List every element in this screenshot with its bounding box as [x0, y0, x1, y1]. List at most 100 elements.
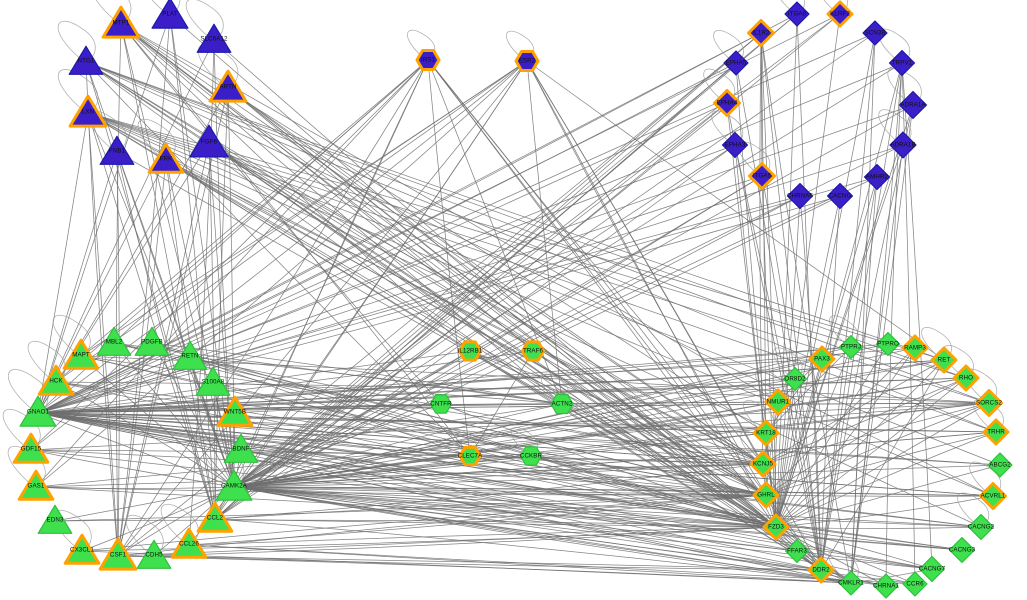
graph-node-clec7a[interactable] [458, 445, 482, 467]
edge [35, 486, 777, 528]
graph-node-cacng3[interactable] [948, 536, 976, 564]
graph-node-camk2a[interactable] [215, 469, 253, 501]
graph-node-gas1[interactable] [17, 469, 55, 501]
graph-node-ghrl[interactable] [752, 481, 780, 509]
graph-node-slc6a12[interactable] [196, 23, 232, 53]
graph-node-frk[interactable] [147, 142, 185, 174]
graph-node-rho[interactable] [952, 364, 980, 392]
graph-node-retn[interactable] [172, 340, 208, 370]
graph-node-irs1[interactable] [415, 48, 441, 72]
graph-node-ntg1[interactable] [68, 45, 104, 75]
edge [85, 61, 994, 497]
edge [775, 526, 933, 570]
edge [233, 486, 767, 496]
graph-node-chrna5[interactable] [786, 182, 814, 210]
graph-node-hck[interactable] [37, 364, 75, 396]
edge [37, 14, 171, 414]
edge [233, 402, 990, 488]
graph-node-epha4[interactable] [713, 89, 741, 117]
graph-node-ptprj[interactable] [838, 334, 864, 360]
edge [81, 486, 235, 552]
edge [80, 59, 429, 357]
graph-node-traf6[interactable] [521, 340, 545, 362]
graph-node-ccr6[interactable] [902, 571, 928, 597]
edge [37, 377, 967, 414]
graph-node-mtp1[interactable] [101, 5, 141, 39]
graph-node-cckbr[interactable] [519, 446, 543, 466]
edge [233, 401, 779, 488]
graph-node-bdnf[interactable] [223, 433, 259, 463]
graph-node-ccl2[interactable] [196, 501, 234, 533]
graph-node-il12rb1[interactable] [458, 340, 482, 362]
graph-node-klrf2[interactable] [826, 0, 854, 28]
edge [85, 61, 945, 361]
graph-node-csf1[interactable] [98, 537, 138, 571]
graph-node-nmur1[interactable] [764, 388, 792, 416]
edge [37, 412, 887, 587]
graph-node-ptpro[interactable] [875, 331, 901, 357]
edge [775, 32, 876, 528]
edge [188, 544, 852, 584]
edge [87, 112, 997, 433]
graph-node-cntfr[interactable] [429, 394, 453, 414]
graph-node-gnao1[interactable] [19, 395, 57, 427]
graph-node-acvrl1[interactable] [979, 482, 1007, 510]
graph-node-lxn[interactable] [68, 94, 108, 128]
graph-node-s100a8[interactable] [195, 366, 231, 396]
graph-node-wnt5b[interactable] [216, 395, 254, 427]
graph-node-chrna1[interactable] [873, 573, 899, 599]
edge [87, 112, 764, 465]
graph-node-esr2[interactable] [514, 49, 540, 73]
graph-node-plat[interactable] [151, 0, 189, 29]
edge [775, 431, 997, 528]
graph-node-adra1a[interactable] [898, 90, 928, 120]
graph-node-trhr[interactable] [982, 418, 1010, 446]
graph-node-fgf6[interactable] [189, 124, 229, 158]
graph-node-abcg2[interactable] [987, 452, 1013, 478]
graph-node-mapt[interactable] [62, 338, 100, 370]
graph-node-fnb1[interactable] [99, 135, 135, 165]
graph-node-or8d2[interactable] [782, 366, 808, 392]
graph-node-edn3[interactable] [37, 504, 73, 534]
graph-node-pdgfb[interactable] [134, 326, 170, 356]
graph-node-ramp3[interactable] [901, 334, 929, 362]
graph-node-gdf15[interactable] [12, 432, 50, 464]
graph-node-sorcs2[interactable] [975, 389, 1003, 417]
self-loop-edge [203, 443, 245, 486]
graph-node-adra1b[interactable] [889, 131, 917, 159]
graph-node-artn[interactable] [208, 69, 248, 103]
graph-node-ffar3[interactable] [784, 538, 810, 564]
node-layer[interactable] [12, 0, 1013, 599]
edge [117, 159, 167, 557]
graph-node-actn2[interactable] [550, 393, 574, 415]
graph-node-itga8[interactable] [784, 1, 810, 27]
graph-node-epha3[interactable] [721, 131, 749, 159]
graph-node-itga5[interactable] [748, 162, 776, 190]
graph-node-cacng7[interactable] [918, 555, 946, 583]
graph-node-cx3cl1[interactable] [63, 533, 101, 565]
graph-node-fzd3[interactable] [762, 513, 790, 541]
graph-node-cacng[interactable] [826, 182, 854, 210]
graph-node-cmklr1[interactable] [838, 570, 864, 596]
graph-node-il1r2[interactable] [747, 19, 775, 47]
graph-node-epha5[interactable] [723, 50, 749, 76]
graph-node-trpv1[interactable] [888, 49, 916, 77]
edge [189, 356, 235, 488]
graph-node-ccl26[interactable] [170, 527, 208, 559]
graph-node-scn3b[interactable] [862, 20, 888, 46]
edge [233, 431, 997, 488]
graph-node-ddr2[interactable] [807, 556, 835, 584]
graph-node-kcnj5[interactable] [749, 450, 777, 478]
edge [775, 377, 967, 528]
graph-node-cdh5[interactable] [136, 539, 172, 569]
graph-node-ret[interactable] [930, 346, 958, 374]
graph-node-mbl2[interactable] [96, 326, 132, 356]
graph-node-cacng2[interactable] [967, 513, 995, 541]
graph-node-krt18[interactable] [752, 419, 780, 447]
edge [526, 60, 767, 496]
graph-node-amhr2[interactable] [863, 163, 891, 191]
edge [233, 32, 876, 488]
graph-node-pax3[interactable] [808, 345, 836, 373]
